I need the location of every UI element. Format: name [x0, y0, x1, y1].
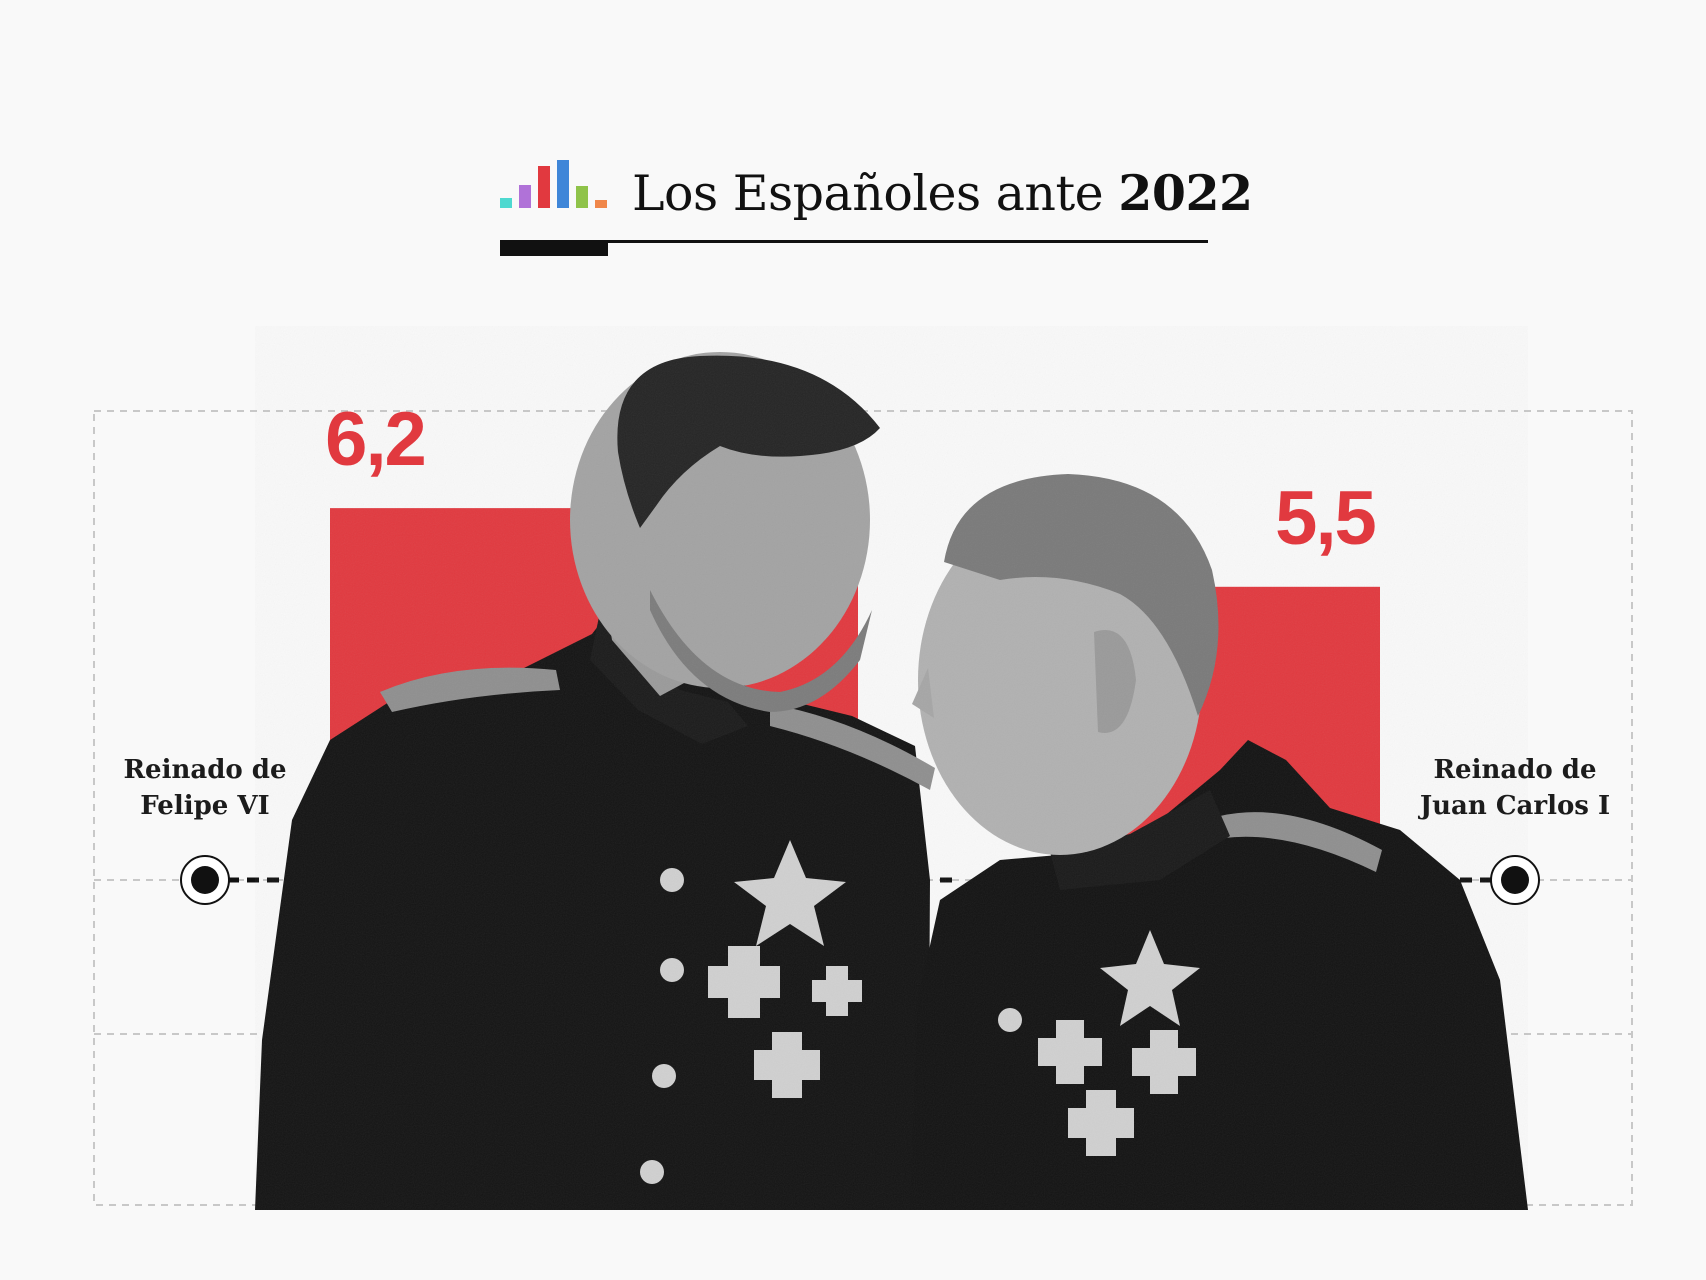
category-label: Reinado de Juan Carlos I [1419, 755, 1611, 821]
bar-value-label: 5,5 [1275, 475, 1377, 561]
reign-markers [180, 855, 1540, 905]
title-prefix: Los Españoles ante [632, 165, 1104, 222]
title-rule-accent [500, 243, 608, 256]
bar-chart-logo-icon [500, 160, 607, 208]
reign-marker-icon [1490, 855, 1540, 905]
header: Los Españoles ante 2022 [500, 150, 1253, 260]
title-year: 2022 [1118, 164, 1253, 222]
bar-value-label: 6,2 [325, 397, 427, 483]
reign-marker-icon [180, 855, 230, 905]
page-title: Los Españoles ante 2022 [632, 164, 1253, 222]
category-label: Reinado de Felipe VI [123, 755, 287, 821]
two-men-in-military-dress-uniform-photo [255, 326, 1528, 1210]
title-rule [500, 240, 1208, 243]
